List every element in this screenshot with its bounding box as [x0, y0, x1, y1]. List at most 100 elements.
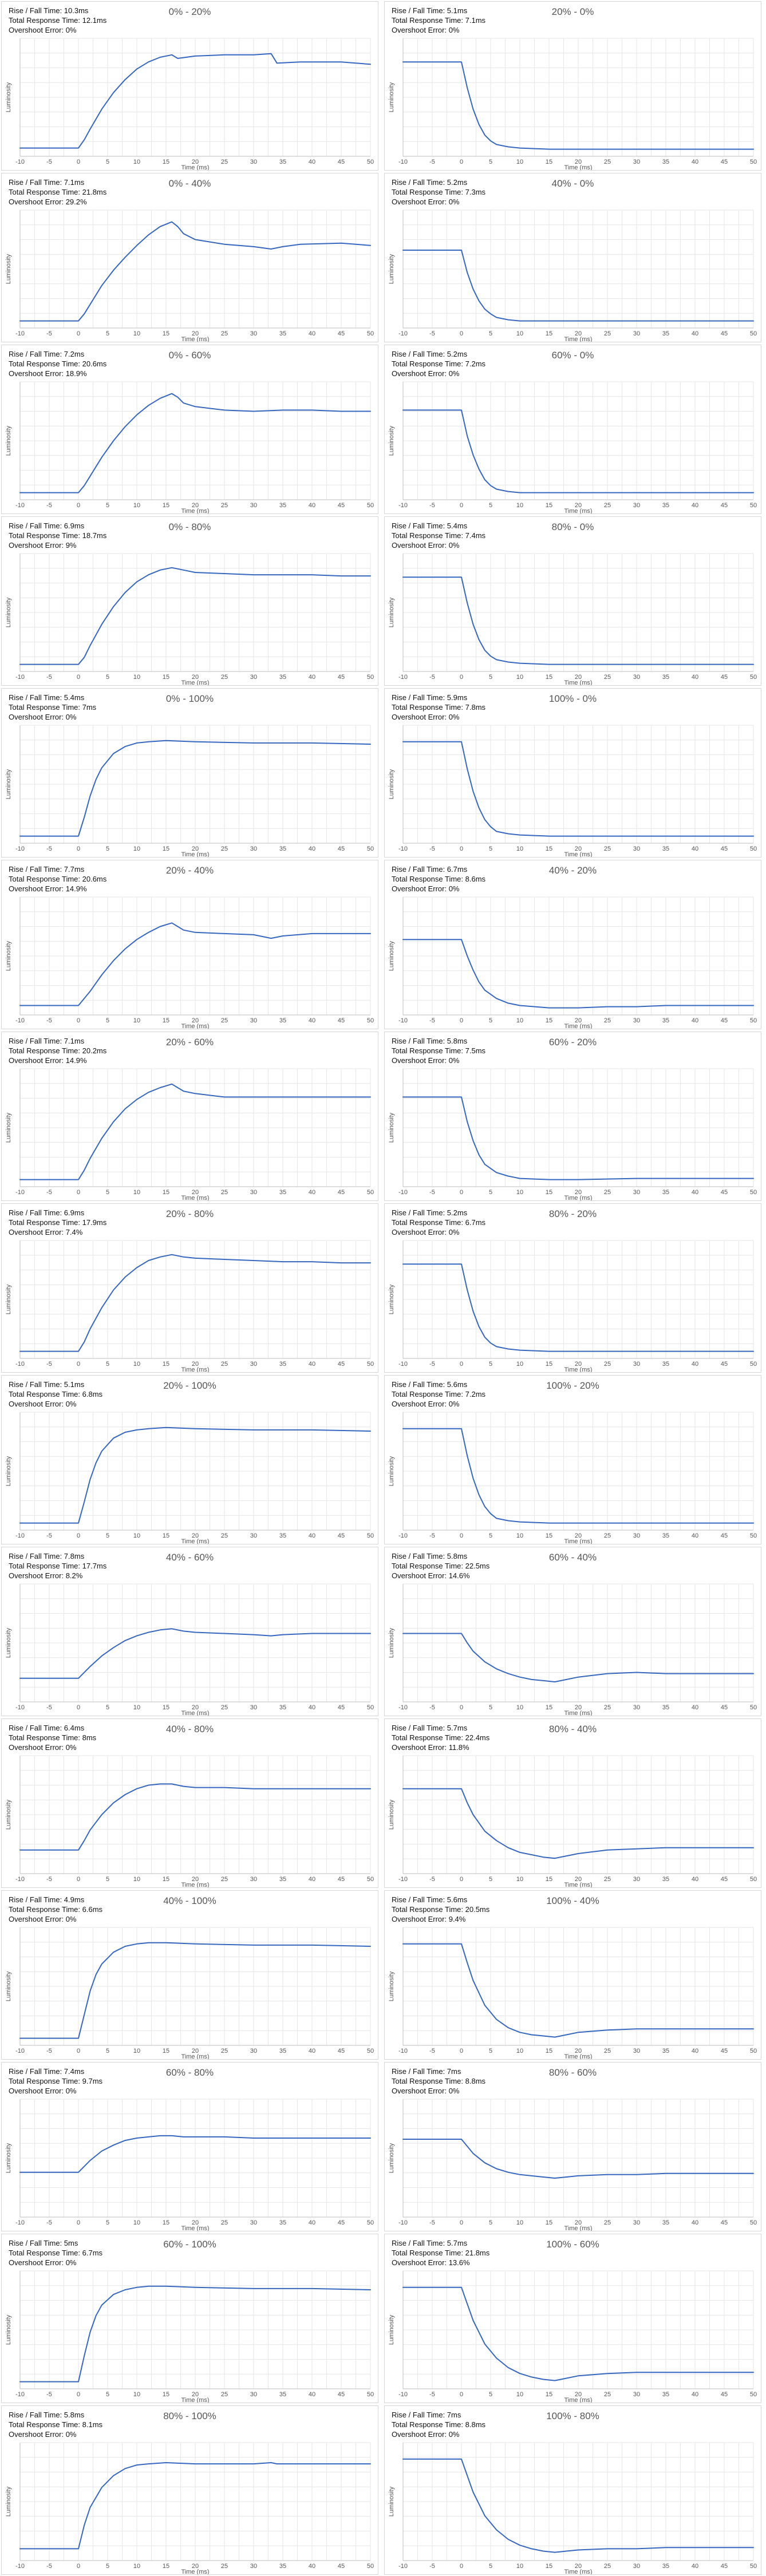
luminosity-series-line — [402, 939, 754, 1009]
line-plot: -10 -5 0 5 10 15 20 25 30 35 40 45 50 Time (ms) Lumino… — [388, 725, 757, 857]
x-tick-label: 35 — [279, 1189, 286, 1196]
stat-line: Overshoot Error: 0% — [392, 197, 460, 206]
x-tick-label: 20 — [575, 159, 582, 165]
response-stats: Rise / Fall Time: 5.1ms Total Response Ti… — [9, 1380, 102, 1409]
x-tick-label: 30 — [633, 2391, 640, 2398]
y-axis-label: Luminosity — [388, 1456, 395, 1486]
stat-line: Total Response Time: 7.2ms — [392, 1390, 486, 1398]
x-tick-label: 50 — [750, 502, 757, 509]
luminosity-series-line — [402, 1788, 754, 1859]
chart-panel: Rise / Fall Time: 5.4ms Total Response Ti… — [1, 688, 378, 858]
x-tick-label: 45 — [721, 159, 728, 165]
x-tick-label: 40 — [309, 330, 315, 337]
y-axis-label: Luminosity — [5, 1284, 12, 1314]
x-tick-label: 50 — [750, 846, 757, 852]
x-tick-label: -10 — [398, 2563, 408, 2570]
line-plot: -10 -5 0 5 10 15 20 25 30 35 40 45 50 Time (ms) Lumino… — [388, 1412, 757, 1544]
x-tick-label: 30 — [633, 159, 640, 165]
stat-line: Rise / Fall Time: 7.2ms — [9, 350, 85, 358]
chart-title: 20% - 40% — [165, 865, 214, 876]
response-stats: Rise / Fall Time: 5.9ms Total Response Ti… — [392, 693, 485, 722]
chart-title: 60% - 20% — [548, 1037, 597, 1048]
x-tick-label: -5 — [46, 502, 52, 509]
x-tick-label: 50 — [750, 159, 757, 165]
x-tick-label: 10 — [133, 2391, 140, 2398]
response-stats: Rise / Fall Time: 5.1ms Total Response Ti… — [392, 6, 485, 35]
x-tick-label: -5 — [429, 2563, 435, 2570]
stat-line: Rise / Fall Time: 5.7ms — [392, 1724, 468, 1732]
x-tick-label: 0 — [460, 2219, 463, 2226]
x-tick-label: -5 — [46, 330, 52, 337]
x-tick-label: 45 — [338, 2219, 345, 2226]
luminosity-series-line — [402, 1943, 754, 2038]
x-tick-label: 30 — [250, 2048, 257, 2055]
chart-title: 40% - 0% — [551, 178, 594, 189]
x-tick-label: -5 — [46, 2219, 52, 2226]
x-tick-label: 20 — [575, 1876, 582, 1883]
x-tick-label: 15 — [546, 1189, 552, 1196]
chart-title: 100% - 0% — [548, 693, 597, 704]
stat-line: Rise / Fall Time: 6.4ms — [9, 1724, 85, 1732]
stat-line: Rise / Fall Time: 5ms — [9, 2239, 78, 2247]
x-tick-label: 15 — [546, 2048, 552, 2055]
x-tick-label: -10 — [15, 159, 25, 165]
x-tick-label: 40 — [309, 2563, 315, 2570]
x-tick-label: -10 — [398, 1704, 408, 1711]
x-tick-label: 10 — [516, 2391, 523, 2398]
stat-line: Overshoot Error: 9% — [9, 541, 77, 550]
chart-title: 80% - 20% — [548, 1208, 597, 1219]
response-stats: Rise / Fall Time: 5.2ms Total Response Ti… — [392, 177, 485, 207]
y-axis-label: Luminosity — [5, 1799, 12, 1830]
x-tick-label: 0 — [460, 1189, 463, 1196]
x-tick-label: 25 — [221, 1532, 228, 1539]
chart-panel: Rise / Fall Time: 7.1ms Total Response Ti… — [1, 1032, 378, 1201]
y-axis-label: Luminosity — [388, 1284, 395, 1314]
stat-line: Rise / Fall Time: 7.8ms — [9, 1552, 85, 1560]
x-tick-label: 35 — [279, 502, 286, 509]
y-axis-label: Luminosity — [388, 2314, 395, 2345]
x-tick-label: 35 — [279, 2219, 286, 2226]
chart-title: 40% - 60% — [165, 1552, 214, 1563]
line-plot: -10 -5 0 5 10 15 20 25 30 35 40 45 50 Time (ms) Lumino… — [388, 1583, 757, 1716]
chart-title: 20% - 60% — [165, 1037, 214, 1048]
x-tick-label: -10 — [15, 1876, 25, 1883]
line-plot: -10 -5 0 5 10 15 20 25 30 35 40 45 50 Time (ms) Lumino… — [5, 1583, 374, 1716]
x-tick-label: 10 — [133, 1189, 140, 1196]
x-axis-label: Time (ms) — [564, 336, 592, 342]
x-tick-label: 40 — [309, 502, 315, 509]
response-stats: Rise / Fall Time: 7.7ms Total Response Ti… — [9, 864, 106, 894]
x-tick-label: 15 — [546, 2563, 552, 2570]
y-axis-label: Luminosity — [388, 1799, 395, 1830]
x-axis-label: Time (ms) — [181, 164, 209, 171]
x-tick-label: 35 — [662, 2563, 669, 2570]
x-tick-label: 25 — [221, 502, 228, 509]
x-tick-label: 25 — [221, 330, 228, 337]
x-tick-label: 30 — [633, 2563, 640, 2570]
chart-title: 100% - 20% — [546, 1380, 599, 1391]
x-tick-label: 5 — [489, 846, 492, 852]
x-tick-label: 15 — [163, 330, 169, 337]
x-tick-label: 0 — [460, 1017, 463, 1024]
chart-title: 80% - 0% — [551, 521, 594, 532]
x-tick-label: 25 — [221, 1189, 228, 1196]
x-tick-label: 20 — [575, 1532, 582, 1539]
x-tick-label: 10 — [516, 1189, 523, 1196]
x-tick-label: 20 — [575, 1361, 582, 1368]
x-tick-label: 10 — [133, 1876, 140, 1883]
chart-title: 100% - 60% — [546, 2239, 599, 2250]
x-tick-label: 20 — [192, 674, 199, 681]
y-axis-label: Luminosity — [388, 1971, 395, 2001]
chart-title: 80% - 60% — [548, 2067, 597, 2078]
x-tick-label: -5 — [46, 2048, 52, 2055]
response-stats: Rise / Fall Time: 5.6ms Total Response Ti… — [392, 1895, 489, 1924]
chart-title: 20% - 0% — [551, 6, 594, 17]
luminosity-series-line — [19, 53, 371, 149]
x-tick-label: 40 — [692, 1189, 698, 1196]
stat-line: Overshoot Error: 0% — [9, 1915, 77, 1923]
stat-line: Total Response Time: 20.2ms — [9, 1046, 107, 1055]
stat-line: Overshoot Error: 9.4% — [392, 1915, 466, 1923]
x-tick-label: -10 — [15, 1361, 25, 1368]
x-tick-label: 20 — [575, 2391, 582, 2398]
luminosity-series-line — [402, 741, 754, 837]
x-tick-label: 5 — [489, 1189, 492, 1196]
